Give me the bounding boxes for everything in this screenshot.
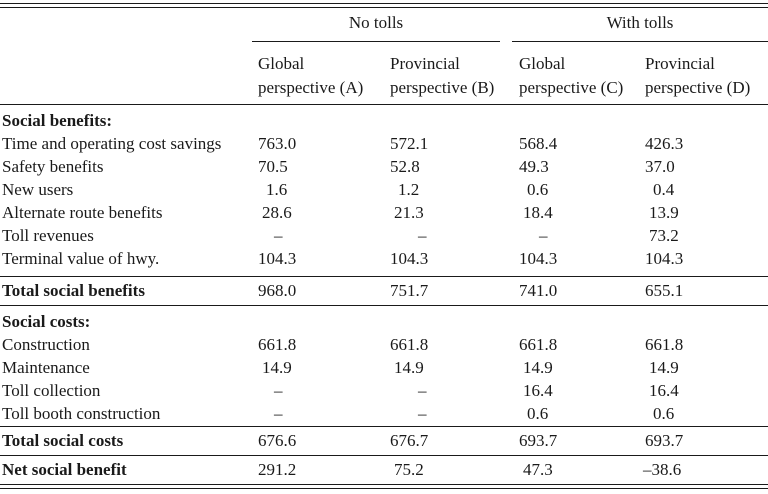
row-label: Alternate route benefits [2,203,163,222]
cell-d: 14.9 [649,358,679,377]
row-label: Toll revenues [2,226,94,245]
cell-b-dash: – [418,404,427,423]
col-b-header-line1: Provincial [390,54,460,73]
group-rule-no-tolls [252,41,500,42]
costs-total-d: 693.7 [645,431,684,450]
top-rule-inner [0,7,768,9]
cell-a-dash: – [274,404,283,423]
cell-a-dash: – [274,381,283,400]
benefits-total-d: 655.1 [645,281,684,300]
row-label: Toll collection [2,381,101,400]
row-label: Terminal value of hwy. [2,249,160,268]
cell-b: 104.3 [390,249,429,268]
col-a-header-line2: perspective (A) [258,78,364,97]
cell-c: 661.8 [519,335,558,354]
cell-d: 426.3 [645,134,684,153]
cell-c: 104.3 [519,249,558,268]
cell-a: 104.3 [258,249,297,268]
cell-c: 14.9 [523,358,553,377]
row-label: Time and operating cost savings [2,134,222,153]
net-benefit-a: 291.2 [258,460,297,479]
cell-a: 763.0 [258,134,297,153]
net-benefit-d: –38.6 [643,460,682,479]
cell-d: 73.2 [649,226,679,245]
cell-d: 104.3 [645,249,684,268]
net-benefit-b: 75.2 [394,460,424,479]
row-label: Construction [2,335,90,354]
cell-a: 28.6 [262,203,292,222]
benefits-total-a: 968.0 [258,281,297,300]
cell-c: 16.4 [523,381,553,400]
cell-c: 0.6 [527,180,549,199]
cell-b: 661.8 [390,335,429,354]
cell-a-dash: – [274,226,283,245]
top-rule [0,3,768,5]
col-d-header-line1: Provincial [645,54,715,73]
group-header-no-tolls: No tolls [348,13,404,32]
col-c-header-line2: perspective (C) [519,78,624,97]
cell-d: 13.9 [649,203,679,222]
benefits-total-b: 751.7 [390,281,429,300]
cell-b: 21.3 [394,203,424,222]
benefits-total-label: Total social benefits [2,281,145,300]
cell-c: 18.4 [523,203,553,222]
group-rule-with-tolls [512,41,768,42]
section-rule [0,426,768,427]
section-rule [0,455,768,456]
costs-heading: Social costs: [2,312,91,331]
bottom-rule-outer [0,488,768,490]
costs-total-label: Total social costs [2,431,124,450]
cell-c: 0.6 [527,404,549,423]
benefits-total-c: 741.0 [519,281,558,300]
cell-d: 661.8 [645,335,684,354]
col-a-header-line1: Global [258,54,305,73]
row-label: Safety benefits [2,157,104,176]
cell-a: 1.6 [266,180,288,199]
cell-a: 70.5 [258,157,288,176]
row-label: New users [2,180,74,199]
cell-d: 16.4 [649,381,679,400]
cell-c: 49.3 [519,157,549,176]
header-rule [0,104,768,105]
cell-d: 0.6 [653,404,675,423]
cell-c-dash: – [539,226,548,245]
col-d-header-line2: perspective (D) [645,78,751,97]
cell-b: 572.1 [390,134,429,153]
cell-b: 14.9 [394,358,424,377]
cell-a: 14.9 [262,358,292,377]
costs-total-a: 676.6 [258,431,297,450]
benefits-heading: Social benefits: [2,111,113,130]
group-header-with-tolls: With tolls [606,13,674,32]
col-c-header-line1: Global [519,54,566,73]
net-benefit-c: 47.3 [523,460,553,479]
costs-total-b: 676.7 [390,431,429,450]
bottom-rule [0,484,768,486]
section-rule [0,305,768,306]
cell-a: 661.8 [258,335,297,354]
row-label: Toll booth construction [2,404,161,423]
row-label: Maintenance [2,358,90,377]
cell-d: 0.4 [653,180,675,199]
cell-c: 568.4 [519,134,558,153]
cell-b: 52.8 [390,157,420,176]
net-benefit-label: Net social benefit [2,460,127,479]
costs-total-c: 693.7 [519,431,558,450]
section-rule [0,276,768,277]
cell-b-dash: – [418,226,427,245]
cell-d: 37.0 [645,157,675,176]
cell-b: 1.2 [398,180,420,199]
cell-b-dash: – [418,381,427,400]
col-b-header-line2: perspective (B) [390,78,495,97]
